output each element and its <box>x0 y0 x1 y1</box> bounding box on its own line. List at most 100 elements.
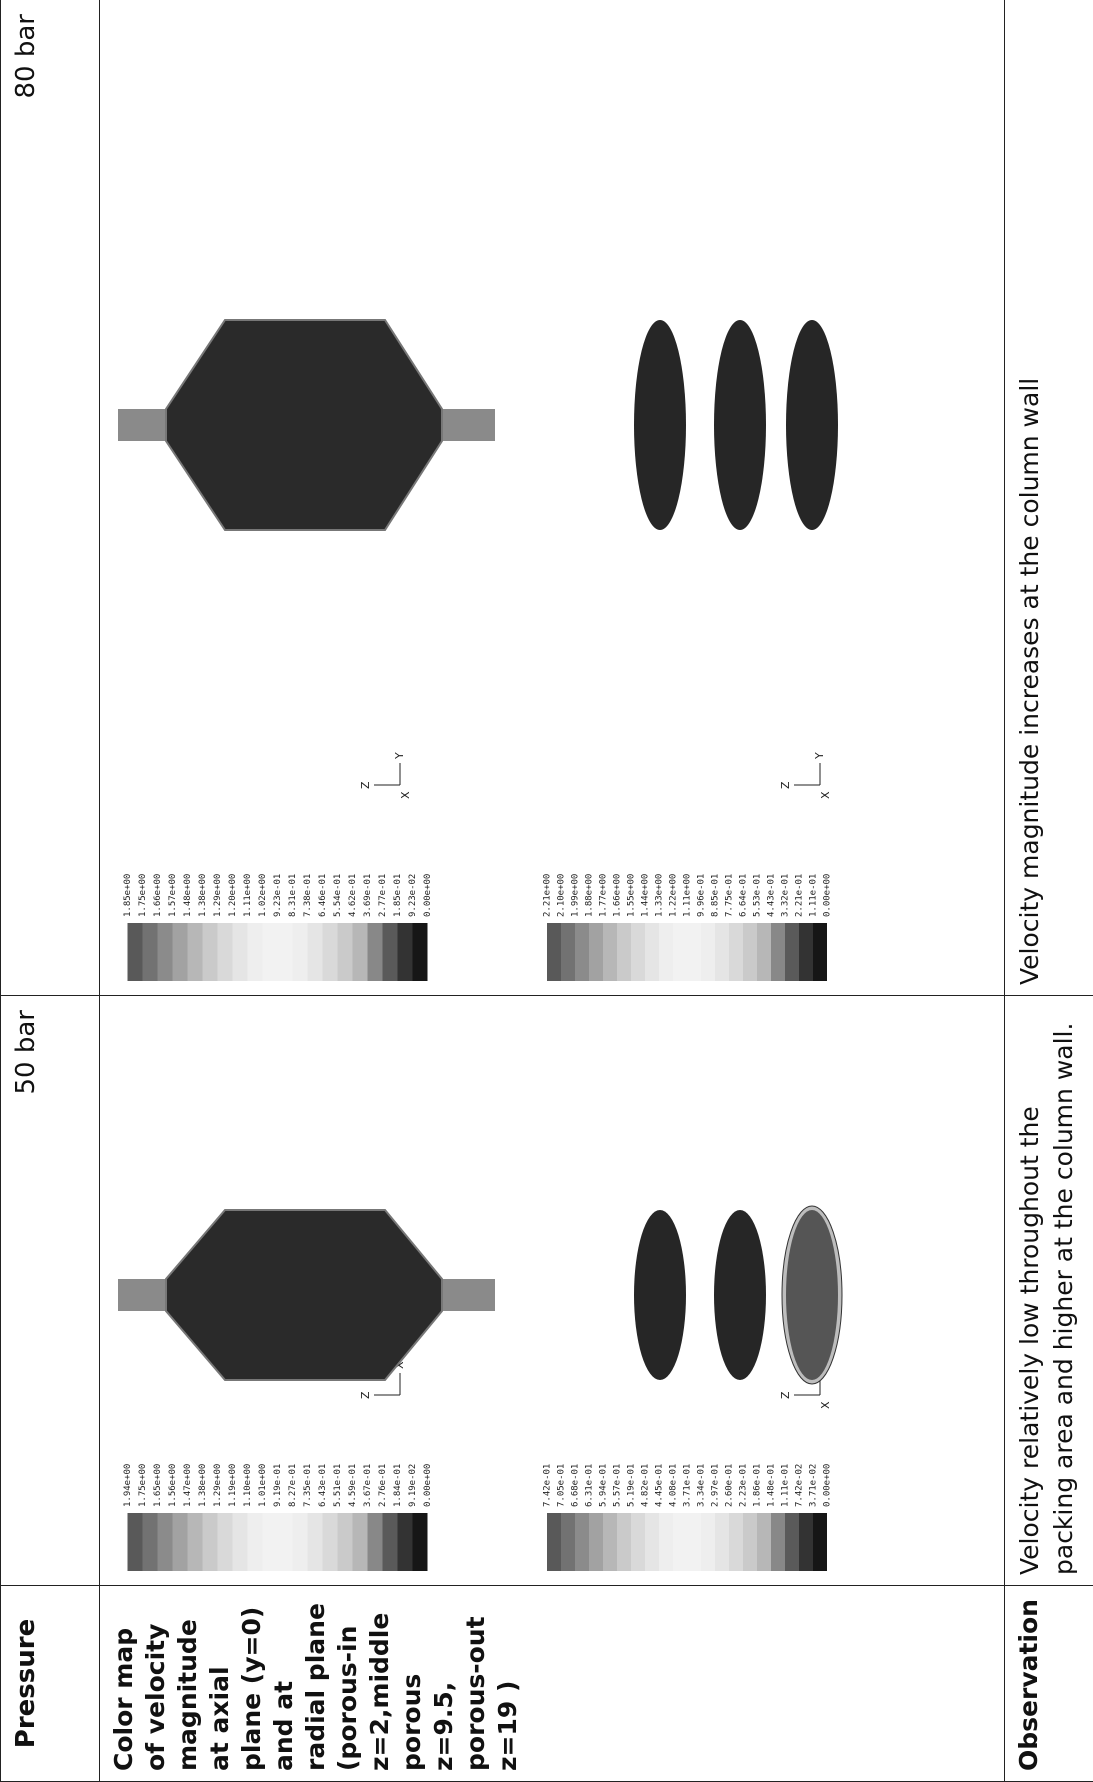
legend-label: 9.19e-02 <box>408 1464 418 1507</box>
legend-label: 1.10e+00 <box>243 1464 253 1507</box>
legend-label: 5.19e-01 <box>627 1464 637 1507</box>
color-swatch <box>575 1513 589 1571</box>
color-swatch <box>383 923 398 981</box>
legend-label: 4.62e-01 <box>348 874 358 917</box>
legend-label: 6.46e-01 <box>318 874 328 917</box>
legend-label: 1.22e+00 <box>669 874 679 917</box>
legend-label: 2.76e-01 <box>378 1464 388 1507</box>
legend-label: 3.71e-01 <box>683 1464 693 1507</box>
color-swatch <box>645 1513 659 1571</box>
color-swatch <box>278 923 293 981</box>
color-swatch <box>757 1513 771 1571</box>
axis-letter: X <box>399 791 412 799</box>
color-swatch <box>398 1513 413 1571</box>
legend-label: 1.47e+00 <box>183 1464 193 1507</box>
page: {"table": { "header": ["Pressure", "50 b… <box>0 0 1093 1782</box>
legend-label: 6.43e-01 <box>318 1464 328 1507</box>
color-swatch <box>673 923 687 981</box>
color-swatch <box>659 923 673 981</box>
color-swatch <box>813 1513 827 1571</box>
observation-text: Velocity magnitude increases at the colu… <box>1005 0 1093 996</box>
color-swatch <box>263 923 278 981</box>
legend-label: 4.59e-01 <box>348 1464 358 1507</box>
color-swatch <box>589 923 603 981</box>
legend-label: 5.57e-01 <box>613 1464 623 1507</box>
axis-letter: X <box>819 791 832 799</box>
legend-label: 1.38e+00 <box>198 1464 208 1507</box>
legend-label: 1.33e+00 <box>655 874 665 917</box>
legend-label: 1.75e+00 <box>138 1464 148 1507</box>
color-swatch <box>589 1513 603 1571</box>
legend-label: 6.68e-01 <box>571 1464 581 1507</box>
color-swatch <box>603 923 617 981</box>
color-swatch <box>263 1513 278 1571</box>
axis-letter: Z <box>359 1391 372 1399</box>
legend-label: 9.96e-01 <box>697 874 707 917</box>
radial-plane <box>634 1210 686 1380</box>
header-cell: 50 bar <box>1 996 100 1586</box>
axis-letter: Z <box>779 1391 792 1399</box>
legend-label: 3.71e-02 <box>809 1464 819 1507</box>
legend-label: 1.99e+00 <box>571 874 581 917</box>
axis-letter: X <box>819 1401 832 1409</box>
legend-label: 4.82e-01 <box>641 1464 651 1507</box>
legend-label: 1.48e-01 <box>767 1464 777 1507</box>
radial-plane <box>634 320 686 530</box>
color-swatch <box>323 923 338 981</box>
legend-label: 2.23e-01 <box>739 1464 749 1507</box>
legend-label: 5.94e-01 <box>599 1464 609 1507</box>
axis-letter: Y <box>813 752 826 760</box>
legend-label: 1.75e+00 <box>138 874 148 917</box>
color-swatch <box>173 923 188 981</box>
color-swatch <box>128 923 143 981</box>
color-swatch <box>158 1513 173 1571</box>
row-label: Observation <box>1005 1586 1093 1782</box>
color-swatch <box>561 1513 575 1571</box>
radial-plane <box>786 320 838 530</box>
color-swatch <box>673 1513 687 1571</box>
column-axial <box>166 1210 442 1380</box>
color-swatch <box>799 1513 813 1571</box>
color-swatch <box>547 923 561 981</box>
color-swatch <box>771 923 785 981</box>
color-swatch <box>143 923 158 981</box>
legend-label: 3.32e-01 <box>781 874 791 917</box>
legend-label: 1.29e+00 <box>213 874 223 917</box>
legend-label: 5.53e-01 <box>753 874 763 917</box>
legend-label: 1.56e+00 <box>168 1464 178 1507</box>
legend-label: 1.65e+00 <box>153 1464 163 1507</box>
color-swatch <box>233 923 248 981</box>
legend-label: 2.21e+00 <box>543 874 553 917</box>
color-swatch <box>687 923 701 981</box>
legend-label: 1.38e+00 <box>198 874 208 917</box>
header-row: Pressure 50 bar 80 bar <box>1 0 100 1782</box>
legend-label: 7.75e-01 <box>725 874 735 917</box>
inlet <box>118 409 168 441</box>
color-swatch <box>645 923 659 981</box>
color-swatch <box>575 923 589 981</box>
inlet <box>118 1279 168 1311</box>
legend-label: 2.10e+00 <box>557 874 567 917</box>
color-swatch <box>715 1513 729 1571</box>
legend-label: 9.23e-02 <box>408 874 418 917</box>
legend-label: 1.02e+00 <box>258 874 268 917</box>
color-swatch <box>173 1513 188 1571</box>
color-swatch <box>701 923 715 981</box>
legend-label: 1.84e-01 <box>393 1464 403 1507</box>
axis-letter: Z <box>779 781 792 789</box>
color-swatch <box>368 1513 383 1571</box>
color-swatch <box>188 923 203 981</box>
outlet <box>440 409 495 441</box>
color-swatch <box>799 923 813 981</box>
legend-label: 1.11e-01 <box>809 874 819 917</box>
legend-label: 2.97e-01 <box>711 1464 721 1507</box>
color-swatch <box>293 1513 308 1571</box>
color-swatch <box>383 1513 398 1571</box>
legend-label: 1.86e-01 <box>753 1464 763 1507</box>
legend-label: 7.42e-01 <box>543 1464 553 1507</box>
axis-letter: Y <box>393 752 406 760</box>
legend-label: 4.08e-01 <box>669 1464 679 1507</box>
color-swatch <box>248 923 263 981</box>
